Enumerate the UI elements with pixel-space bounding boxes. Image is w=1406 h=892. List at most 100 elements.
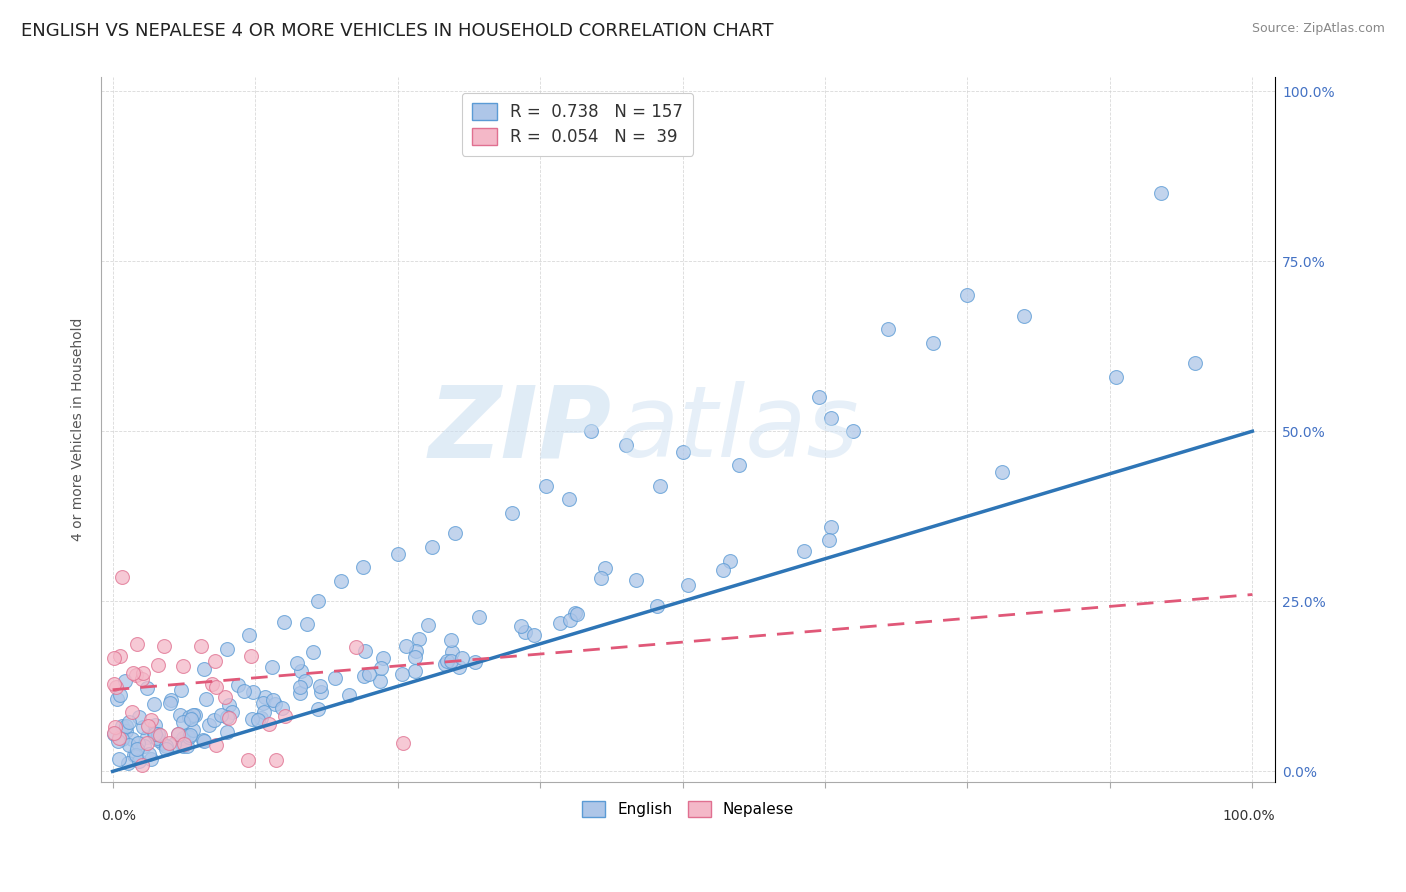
Point [143, 726, 166, 740]
Point [105, 680, 128, 694]
Point [922, 335, 945, 350]
Point [205, 681, 228, 695]
Point [117, 739, 139, 753]
Point [560, 613, 582, 627]
Point [309, 679, 332, 693]
Point [209, 707, 232, 722]
Point [565, 607, 588, 621]
Point [405, 644, 427, 658]
Point [420, 540, 443, 554]
Point [257, 716, 280, 731]
Point [226, 678, 249, 692]
Point [122, 747, 145, 762]
Point [121, 666, 143, 681]
Point [103, 651, 125, 665]
Point [146, 727, 169, 741]
Point [676, 578, 699, 592]
Legend: English, Nepalese: English, Nepalese [576, 795, 800, 823]
Point [181, 707, 204, 722]
Point [991, 465, 1014, 479]
Text: Source: ZipAtlas.com: Source: ZipAtlas.com [1251, 22, 1385, 36]
Point [728, 458, 751, 473]
Point [173, 731, 195, 746]
Point [190, 640, 212, 654]
Point [842, 424, 865, 438]
Point [136, 719, 159, 733]
Point [166, 727, 188, 741]
Point [591, 571, 613, 585]
Point [179, 731, 201, 745]
Point [205, 738, 228, 752]
Point [353, 669, 375, 683]
Point [218, 711, 240, 725]
Point [118, 715, 141, 730]
Point [820, 520, 842, 534]
Point [252, 696, 274, 710]
Point [515, 624, 537, 639]
Point [1104, 369, 1126, 384]
Point [215, 710, 238, 724]
Point [440, 645, 463, 659]
Point [288, 680, 311, 694]
Point [264, 697, 287, 711]
Point [387, 547, 409, 561]
Point [177, 710, 200, 724]
Point [136, 736, 159, 750]
Point [404, 664, 426, 678]
Point [215, 724, 238, 739]
Point [139, 713, 162, 727]
Point [557, 492, 579, 507]
Text: 0.0%: 0.0% [101, 809, 136, 823]
Point [370, 673, 392, 688]
Point [357, 667, 380, 681]
Point [132, 665, 155, 680]
Point [956, 288, 979, 302]
Point [155, 739, 177, 754]
Point [111, 570, 134, 584]
Point [110, 649, 132, 664]
Point [128, 710, 150, 724]
Point [232, 683, 254, 698]
Point [105, 692, 128, 706]
Point [325, 672, 347, 686]
Point [254, 690, 277, 705]
Point [624, 574, 647, 588]
Point [146, 658, 169, 673]
Point [127, 736, 149, 750]
Point [142, 697, 165, 711]
Point [111, 719, 134, 733]
Point [352, 560, 374, 574]
Point [104, 720, 127, 734]
Point [127, 637, 149, 651]
Point [240, 712, 263, 726]
Point [138, 747, 160, 762]
Point [260, 660, 283, 674]
Point [169, 708, 191, 723]
Point [464, 655, 486, 669]
Point [159, 697, 181, 711]
Point [534, 478, 557, 492]
Point [191, 733, 214, 747]
Point [136, 730, 159, 744]
Point [711, 563, 734, 577]
Point [201, 677, 224, 691]
Point [121, 705, 143, 719]
Point [404, 650, 426, 665]
Point [451, 651, 474, 665]
Point [434, 657, 457, 671]
Point [117, 756, 139, 770]
Point [329, 574, 352, 588]
Point [1014, 309, 1036, 323]
Point [132, 720, 155, 734]
Point [501, 506, 523, 520]
Point [273, 615, 295, 629]
Point [876, 322, 898, 336]
Point [408, 632, 430, 647]
Point [155, 741, 177, 756]
Text: atlas: atlas [617, 381, 859, 478]
Point [1184, 356, 1206, 370]
Point [249, 711, 271, 725]
Point [150, 736, 173, 750]
Point [820, 410, 842, 425]
Point [204, 654, 226, 668]
